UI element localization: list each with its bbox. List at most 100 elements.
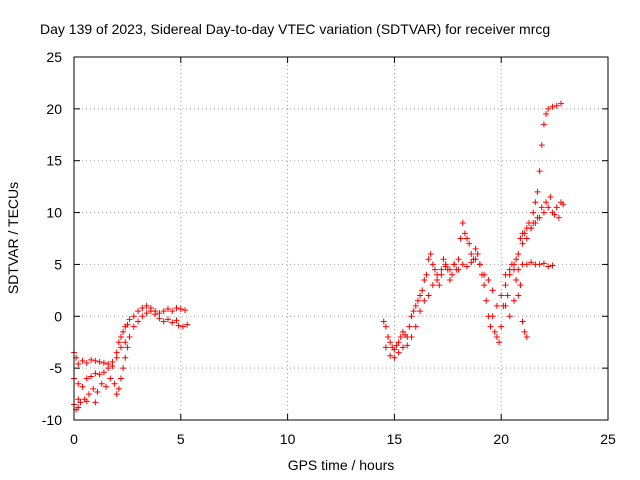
- data-point: [442, 261, 449, 268]
- data-point: [75, 360, 82, 367]
- data-point: [156, 315, 163, 322]
- x-axis-label: GPS time / hours: [288, 457, 395, 473]
- data-point: [468, 251, 475, 258]
- data-point: [468, 259, 475, 266]
- data-point: [472, 256, 479, 263]
- data-point: [96, 358, 103, 365]
- data-point: [521, 328, 528, 335]
- data-point: [558, 100, 565, 107]
- data-point: [414, 297, 421, 304]
- x-tick-label: 10: [280, 431, 296, 447]
- data-point: [412, 323, 419, 330]
- data-point: [117, 375, 124, 382]
- data-point: [493, 302, 500, 309]
- y-tick-label: 20: [46, 101, 62, 117]
- data-point: [94, 388, 101, 395]
- data-point: [553, 204, 560, 211]
- data-point: [79, 357, 86, 364]
- chart-title: Day 139 of 2023, Sidereal Day-to-day VTE…: [40, 21, 550, 37]
- data-point: [511, 297, 518, 304]
- data-point: [538, 204, 545, 211]
- data-point: [513, 276, 520, 283]
- data-point: [139, 304, 146, 311]
- data-point: [179, 323, 186, 330]
- data-point: [513, 256, 520, 263]
- data-point: [540, 209, 547, 216]
- data-point: [464, 263, 471, 270]
- data-point: [135, 318, 142, 325]
- data-point: [143, 310, 150, 317]
- y-tick-label: 25: [46, 49, 62, 65]
- data-point: [446, 276, 453, 283]
- data-point: [75, 380, 82, 387]
- data-point: [481, 271, 488, 278]
- data-point: [111, 380, 118, 387]
- data-point: [434, 276, 441, 283]
- data-point: [504, 292, 511, 299]
- data-point: [410, 308, 417, 315]
- data-point: [551, 211, 558, 218]
- data-point: [83, 398, 90, 405]
- data-point: [530, 219, 537, 226]
- data-point: [481, 282, 488, 289]
- data-point: [474, 251, 481, 258]
- data-point: [79, 383, 86, 390]
- data-point: [425, 292, 432, 299]
- data-point: [156, 310, 163, 317]
- data-point: [88, 356, 95, 363]
- data-point: [417, 308, 424, 315]
- data-point: [538, 142, 545, 149]
- data-point: [446, 266, 453, 273]
- y-tick-label: 15: [46, 153, 62, 169]
- data-point: [115, 385, 122, 392]
- data-point: [519, 318, 526, 325]
- data-point: [502, 271, 509, 278]
- data-point: [115, 339, 122, 346]
- data-point: [498, 323, 505, 330]
- data-point: [96, 371, 103, 378]
- data-point: [83, 359, 90, 366]
- data-point: [515, 251, 522, 258]
- data-point: [425, 256, 432, 263]
- data-point: [75, 404, 82, 411]
- x-tick-label: 20: [493, 431, 509, 447]
- data-point: [549, 262, 556, 269]
- data-point: [483, 297, 490, 304]
- data-point: [380, 318, 387, 325]
- data-point: [491, 328, 498, 335]
- data-point: [493, 334, 500, 341]
- data-point: [485, 276, 492, 283]
- data-point: [419, 287, 426, 294]
- data-point: [429, 282, 436, 289]
- data-point: [461, 230, 468, 237]
- data-point: [92, 357, 99, 364]
- data-point: [182, 307, 189, 314]
- data-point: [553, 102, 560, 109]
- data-point: [98, 380, 105, 387]
- data-point: [496, 339, 503, 346]
- data-point: [506, 266, 513, 273]
- data-point: [173, 317, 180, 324]
- data-point: [393, 342, 400, 349]
- data-point: [515, 292, 522, 299]
- data-point: [517, 235, 524, 242]
- data-point: [543, 199, 550, 206]
- data-point: [476, 261, 483, 268]
- data-point: [139, 313, 146, 320]
- data-point: [77, 399, 84, 406]
- data-point: [160, 318, 167, 325]
- data-point: [506, 313, 513, 320]
- data-point: [83, 375, 90, 382]
- data-point: [124, 344, 131, 351]
- data-point: [177, 306, 184, 313]
- data-point: [130, 313, 137, 320]
- data-point: [536, 168, 543, 175]
- data-point: [511, 261, 518, 268]
- data-point: [384, 334, 391, 341]
- data-point: [126, 316, 133, 323]
- data-point: [534, 214, 541, 221]
- data-point: [160, 308, 167, 315]
- data-point: [175, 322, 182, 329]
- data-point: [117, 344, 124, 351]
- data-point: [459, 219, 466, 226]
